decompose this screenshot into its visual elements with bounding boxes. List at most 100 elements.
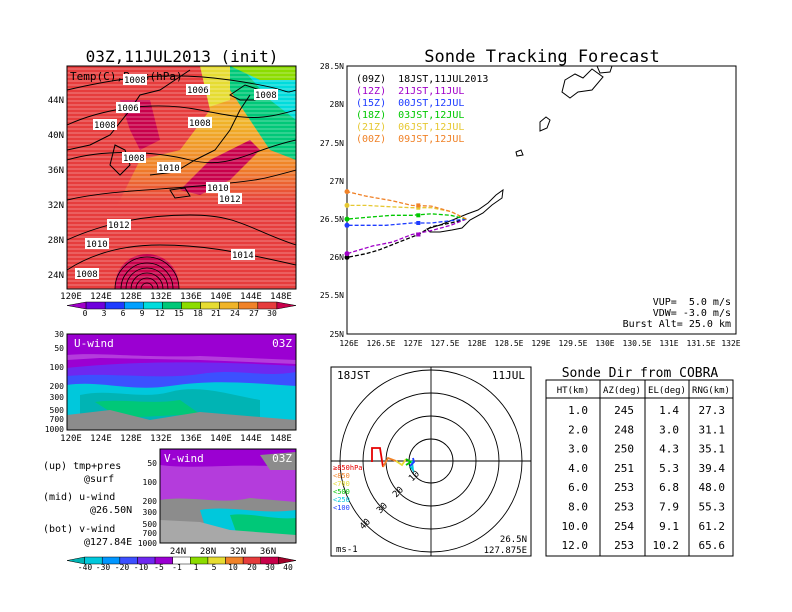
v-wind-time: 03Z — [272, 452, 292, 465]
note-line: @127.84E — [84, 537, 132, 548]
u-wind-x-label: 128E — [120, 434, 142, 444]
wind-colorbar-swatch — [207, 556, 226, 565]
hodograph-legend-item: <850 — [333, 472, 350, 480]
tracking-lon-label: 130E — [595, 339, 614, 348]
cobra-cell: 7.9 — [659, 501, 679, 514]
colorbar-tick: 0 — [83, 309, 88, 318]
tracking-lat-label: 27.5N — [320, 139, 344, 148]
cobra-cell: 48.0 — [699, 481, 726, 494]
sonde-tracking-panel: Sonde Tracking Forecast 28.5N 28N 27.5N … — [320, 47, 741, 348]
wind-colorbar-tick: 40 — [283, 563, 293, 572]
u-wind-x-label: 132E — [150, 434, 172, 444]
note-line: (bot) v-wind — [43, 524, 115, 535]
map-lon-label: 136E — [180, 292, 202, 302]
tracking-param: Burst Alt= 25.0 km — [623, 319, 731, 330]
map-lat-label: 44N — [48, 96, 64, 106]
v-wind-panel: V-wind 03Z 50 100 200 300 500 700 1000 2… — [138, 448, 297, 557]
u-wind-y-label: 200 — [50, 382, 65, 391]
cobra-cell: 251 — [614, 462, 634, 475]
wind-colorbar — [66, 556, 297, 565]
u-wind-x-label: 124E — [90, 434, 112, 444]
colorbar-swatch — [104, 301, 125, 310]
wind-colorbar-tick: 20 — [247, 563, 257, 572]
v-wind-y-label: 100 — [143, 478, 158, 487]
isobar-label: 1008 — [76, 270, 98, 280]
wind-colorbar-tick: -20 — [115, 563, 130, 572]
hodograph-trace — [371, 447, 415, 474]
tracking-lat-label: 28.5N — [320, 62, 344, 71]
isobar-label: 1010 — [207, 184, 229, 194]
cobra-cell: 10.0 — [562, 520, 589, 533]
cobra-cell: 61.2 — [699, 520, 726, 533]
map-lat-label: 40N — [48, 131, 64, 141]
cobra-cell: 1.4 — [659, 404, 679, 417]
track-landing-point — [344, 251, 350, 257]
track-line — [346, 190, 467, 220]
track-landing-point — [344, 202, 350, 208]
colorbar-tick: 24 — [230, 309, 240, 318]
cobra-cell: 27.3 — [699, 404, 726, 417]
cobra-cell: 12.0 — [562, 539, 589, 552]
cobra-cell: 4.3 — [659, 443, 679, 456]
wind-colorbar-tick: 1 — [194, 563, 199, 572]
isobar-label: 1008 — [123, 154, 145, 164]
cobra-header: EL(deg) — [648, 386, 686, 396]
colorbar-swatch — [219, 301, 239, 310]
temp-pressure-map-panel: 03Z,11JUL2013 (init) — [48, 47, 297, 318]
track-landing-point — [344, 189, 350, 195]
map-lon-label: 120E — [60, 292, 82, 302]
hodograph-legend-item: <700 — [333, 480, 350, 488]
wind-colorbar-tick: -1 — [172, 563, 182, 572]
v-wind-y-label: 700 — [143, 529, 158, 538]
cobra-cell: 254 — [614, 520, 634, 533]
cobra-table: Sonde Dir from COBRA HT(km) AZ(deg) EL(d… — [545, 366, 734, 557]
u-wind-y-label: 300 — [50, 393, 65, 402]
panel-notes: (up) tmp+pres @surf (mid) u-wind @26.50N… — [43, 461, 132, 548]
colorbar-swatch — [85, 301, 106, 310]
track-line — [347, 218, 467, 226]
tracking-lon-label: 131E — [659, 339, 678, 348]
u-wind-time: 03Z — [272, 337, 292, 350]
isobar-label: 1008 — [255, 91, 277, 101]
u-wind-panel: U-wind 03Z 30 50 100 200 300 500 700 100… — [45, 330, 297, 444]
track-burst-point — [416, 205, 421, 210]
cobra-cell: 253 — [614, 539, 634, 552]
track-burst-point — [416, 213, 421, 218]
v-wind-y-label: 500 — [143, 520, 158, 529]
track-burst-point — [416, 203, 421, 208]
cobra-cell: 6.8 — [659, 481, 679, 494]
u-wind-label: U-wind — [74, 337, 114, 350]
tracking-lat-label: 27N — [330, 177, 345, 186]
colorbar-tick: 15 — [174, 309, 184, 318]
tracking-lat-label: 26N — [330, 253, 345, 262]
isobar-label: 1006 — [187, 86, 209, 96]
note-line: @26.50N — [90, 505, 132, 516]
track-burst-point — [416, 221, 421, 225]
colorbar-swatch — [143, 301, 163, 310]
colorbar-swatch — [66, 301, 87, 310]
temperature-colorbar — [66, 301, 297, 310]
track-line — [346, 213, 467, 220]
colorbar-swatch — [200, 301, 220, 310]
isobar-label: 1010 — [158, 164, 180, 174]
v-wind-y-label: 200 — [143, 497, 158, 506]
v-wind-x-label: 28N — [200, 547, 216, 557]
tracking-lon-label: 127E — [403, 339, 422, 348]
tracking-lon-label: 130.5E — [623, 339, 652, 348]
track-line — [346, 218, 467, 255]
hodograph-units: ms-1 — [336, 545, 358, 555]
isobar-label: 1012 — [219, 195, 241, 205]
tracking-lon-label: 131.5E — [687, 339, 716, 348]
cobra-cell: 245 — [614, 404, 634, 417]
map-lat-label: 28N — [48, 236, 64, 246]
map-lat-label: 32N — [48, 201, 64, 211]
u-wind-y-label: 30 — [54, 330, 64, 339]
map-lat-label: 24N — [48, 271, 64, 281]
colorbar-swatch — [276, 301, 297, 310]
cobra-cell: 10.2 — [653, 539, 680, 552]
cobra-cell: 250 — [614, 443, 634, 456]
map-lon-label: 128E — [120, 292, 142, 302]
tracking-legend: (09Z) 18JST,11JUL2013 (12Z) 21JST,11JUL … — [356, 74, 488, 145]
isobar-label: 1006 — [117, 104, 139, 114]
map-title: 03Z,11JUL2013 (init) — [86, 47, 279, 66]
